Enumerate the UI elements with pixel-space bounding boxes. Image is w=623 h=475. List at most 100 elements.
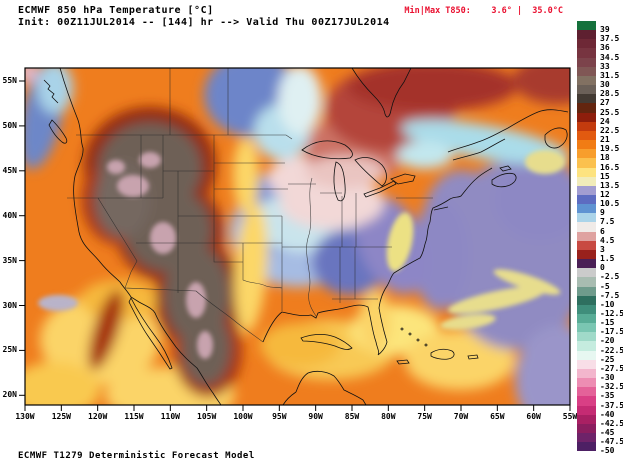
colorbar-cell: 7.5 [577, 213, 614, 226]
colorbar-cell: 18 [577, 149, 610, 162]
colorbar-cell: 22.5 [577, 121, 619, 134]
colorbar-cell: 24 [577, 112, 610, 125]
lon-tick-label: 125W [51, 412, 71, 421]
colorbar-label: -17.5 [600, 327, 623, 337]
colorbar-label: 22.5 [600, 125, 620, 135]
colorbar-label: 31.5 [600, 70, 620, 80]
lat-tick-label: 20N [2, 390, 17, 400]
colorbar-label: -22.5 [600, 345, 623, 355]
colorbar-label: 30 [600, 80, 610, 90]
colorbar-label: 3 [600, 244, 605, 254]
colorbar-cell: -40 [577, 405, 614, 418]
colorbar-cell: 1.5 [577, 249, 614, 263]
lat-tick-label: 55N [2, 76, 17, 85]
colorbar-label: -20 [600, 336, 615, 346]
colorbar-cell: 37.5 [577, 30, 619, 43]
map-frame [24, 67, 571, 406]
colorbar-label: 4.5 [600, 235, 615, 245]
colorbar-label: 25.5 [600, 107, 620, 117]
colorbar-cell: -10 [577, 295, 614, 308]
colorbar-cell: 27 [577, 94, 610, 107]
colorbar-label: 16.5 [600, 162, 620, 172]
colorbar-label: -37.5 [600, 400, 623, 410]
page-title: ECMWF 850 hPa Temperature [°C] [18, 5, 214, 16]
colorbar-label: -47.5 [600, 437, 623, 447]
lon-tick-label: 105W [197, 412, 217, 421]
colorbar-label: 12 [600, 189, 610, 199]
colorbar-cell: -15 [577, 314, 614, 327]
colorbar-cell: 3 [577, 240, 605, 253]
lon-tick-label: 115W [124, 412, 144, 421]
colorbar-cell: 30 [577, 75, 610, 89]
colorbar-label: 34.5 [600, 52, 620, 62]
colorbar-cell: -7.5 [577, 286, 619, 299]
colorbar-cell: -37.5 [577, 396, 623, 409]
lon-tick-label: 75W [417, 412, 432, 421]
colorbar-label: -45 [600, 428, 615, 438]
lon-tick-label: 65W [490, 412, 505, 421]
colorbar-cell: -45 [577, 423, 614, 437]
colorbar-cell: -30 [577, 368, 614, 382]
colorbar-label: -27.5 [600, 363, 623, 373]
lon-tick-label: 130W [15, 412, 35, 421]
lon-tick-label: 80W [381, 412, 396, 421]
colorbar-label: 37.5 [600, 34, 620, 44]
coastline-overlay [43, 68, 569, 405]
lon-tick-label: 100W [233, 412, 253, 421]
colorbar-cell: -47.5 [577, 433, 623, 446]
lon-tick-label: 110W [160, 412, 180, 421]
colorbar-label: 24 [600, 116, 610, 126]
colorbar-cell: -12.5 [577, 304, 623, 318]
colorbar-cell: 10.5 [577, 194, 619, 208]
colorbar-cell: 16.5 [577, 158, 619, 171]
lat-tick-label: 50N [2, 120, 17, 130]
colorbar-label: -5 [600, 281, 610, 291]
minmax-readout: Min|Max T850: 3.6° | 35.0°C [404, 6, 563, 16]
colorbar-label: -7.5 [600, 290, 620, 300]
colorbar-label: -40 [600, 409, 615, 419]
colorbar-label: 6 [600, 226, 605, 236]
lon-tick-label: 55W [562, 412, 578, 421]
colorbar-label: 27 [600, 98, 610, 108]
colorbar-cell: -35 [577, 387, 614, 400]
colorbar-cell: 39 [577, 21, 610, 34]
colorbar-cell: 25.5 [577, 103, 619, 116]
colorbar-label: -42.5 [600, 418, 623, 428]
colorbar-label: -32.5 [600, 382, 623, 392]
lon-tick-label: 85W [344, 412, 360, 421]
colorbar-label: 28.5 [600, 89, 620, 99]
colorbar-cell: -27.5 [577, 359, 623, 372]
colorbar-label: 7.5 [600, 217, 615, 227]
colorbar-cell: 4.5 [577, 231, 614, 244]
colorbar-label: 18 [600, 153, 610, 163]
colorbar-label: 13.5 [600, 180, 620, 190]
lat-tick-label: 35N [2, 255, 17, 265]
lat-tick-label: 25N [2, 345, 17, 355]
colorbar-label: 36 [600, 43, 610, 53]
colorbar-label: -30 [600, 373, 615, 383]
colorbar-label: -50 [600, 446, 615, 456]
lon-tick-label: 60W [526, 412, 541, 421]
colorbar-label: 19.5 [600, 144, 620, 154]
model-footer: ECMWF T1279 Deterministic Forecast Model [18, 451, 255, 461]
lon-tick-label: 70W [453, 412, 469, 421]
colorbar-cell: 28.5 [577, 85, 619, 98]
lon-tick-label: 120W [88, 412, 108, 421]
colorbar-label: 9 [600, 208, 605, 218]
colorbar-cell: 34.5 [577, 48, 619, 61]
colorbar-cell: -17.5 [577, 323, 623, 336]
colorbar-cell: -20 [577, 332, 614, 345]
colorbar-label: 39 [600, 25, 610, 35]
colorbar-label: -12.5 [600, 309, 623, 318]
colorbar-cell: -22.5 [577, 341, 623, 354]
temperature-colorbar: 39 37.5 36 34.5 33 31.5 30 28.5 27 25.5 24 22.5 21 19… [577, 21, 623, 455]
colorbar-cell: 31.5 [577, 66, 619, 79]
lat-tick-label: 40N [2, 210, 17, 220]
temperature-field [25, 68, 570, 405]
colorbar-label: 21 [600, 135, 610, 145]
colorbar-label: -25 [600, 354, 615, 364]
init-valid-line: Init: 00Z11JUL2014 -- [144] hr --> Valid… [18, 17, 390, 28]
colorbar-cell: 19.5 [577, 140, 619, 153]
